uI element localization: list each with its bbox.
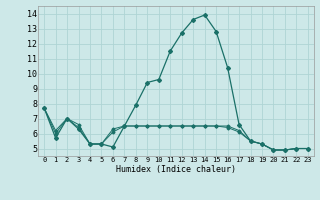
X-axis label: Humidex (Indice chaleur): Humidex (Indice chaleur) xyxy=(116,165,236,174)
